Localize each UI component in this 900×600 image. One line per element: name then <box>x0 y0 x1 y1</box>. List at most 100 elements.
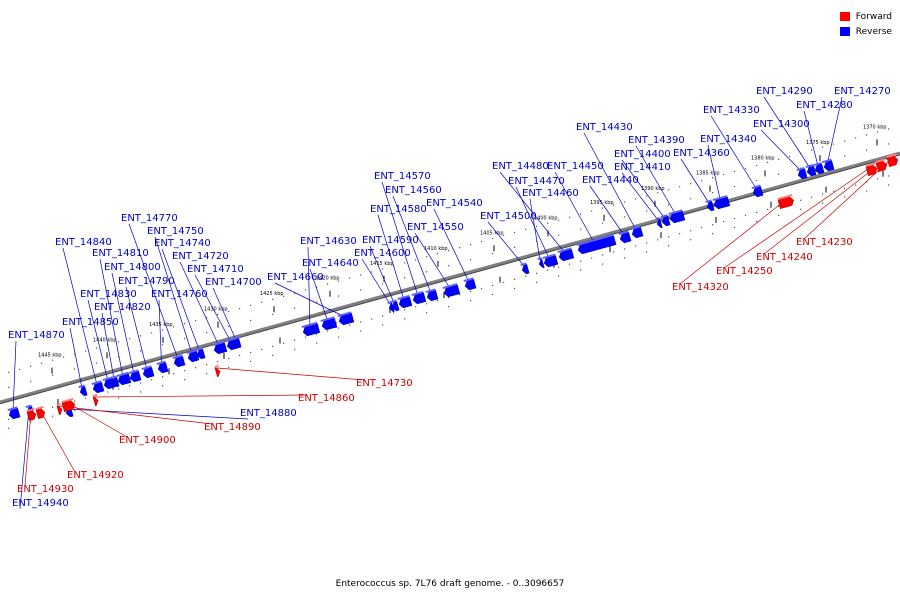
label-leader <box>99 258 124 378</box>
scale-tick-label: 1425 kbp <box>260 291 284 297</box>
gene-shade <box>337 311 352 317</box>
grid-dot <box>613 204 615 206</box>
grid-dot <box>745 167 747 170</box>
grid-dot <box>690 230 692 232</box>
gene-shade <box>886 153 897 158</box>
grid-dot <box>844 155 846 157</box>
gene-shade <box>214 365 219 368</box>
gene-glyph <box>110 375 120 388</box>
grid-dot <box>118 356 120 358</box>
scale-tick-label: 1420 kbp <box>316 276 340 282</box>
ent-14660-label: ENT_14660 <box>267 272 324 283</box>
gene-shade <box>212 340 225 346</box>
grid-dot <box>217 313 219 316</box>
grid-dot <box>228 366 230 369</box>
grid-dot <box>382 315 384 317</box>
grid-dot <box>184 323 186 325</box>
scale-tick-label: 1440 kbp <box>93 337 117 343</box>
ent-14920-label: ENT_14920 <box>67 470 124 481</box>
gene-shade <box>56 403 61 406</box>
grid-dot <box>294 292 296 294</box>
grid-dot <box>866 149 868 151</box>
label-leader <box>39 409 76 473</box>
grid-dot <box>492 252 494 255</box>
grid-dot <box>195 320 197 322</box>
grid-dot <box>305 336 307 338</box>
grid-dot <box>371 271 373 273</box>
gene-shade <box>751 184 761 189</box>
grid-dot <box>206 317 208 319</box>
grid-dot <box>404 318 406 320</box>
label-leader <box>24 411 32 487</box>
label-leader <box>392 195 432 294</box>
grid-dot <box>668 236 670 238</box>
grid-dot <box>8 386 10 388</box>
label-leader <box>827 96 843 164</box>
ent-14710-label: ENT_14710 <box>187 264 244 275</box>
genes-layer <box>7 153 899 421</box>
label-leader <box>621 172 659 221</box>
gene-shade <box>668 209 683 215</box>
grid-dot <box>360 274 362 276</box>
grid-dot <box>701 227 703 229</box>
ent-14230-gene <box>886 155 899 167</box>
genome-backbone <box>0 151 900 405</box>
grid-dot <box>888 128 890 130</box>
grid-dot <box>360 321 362 323</box>
grid-dot <box>96 362 98 364</box>
grid-dot <box>690 183 692 185</box>
gene-shade <box>78 384 85 388</box>
label-leader <box>58 405 213 425</box>
grid-dot <box>382 283 384 285</box>
label-leader <box>487 221 525 267</box>
grid-dot <box>239 307 241 310</box>
ent-14460-label: ENT_14460 <box>522 188 579 199</box>
grid-dot <box>239 354 241 357</box>
gene-glyph <box>26 407 37 421</box>
grid-dot <box>107 391 109 393</box>
gene-glyph <box>7 406 21 420</box>
grid-dot <box>85 397 87 399</box>
legend-forward-label: Forward <box>855 11 892 22</box>
grid-dot <box>272 313 274 315</box>
scale-tick-label: 1430 kbp <box>204 307 228 313</box>
grid-dot <box>426 312 428 314</box>
scale-tick-label: 1405 kbp <box>480 230 504 236</box>
scale-tick-label: 1375 kbp <box>806 140 830 146</box>
grid-dot <box>580 269 582 271</box>
ent-14600-gene <box>388 302 395 313</box>
grid-dot <box>327 330 329 332</box>
label-leader <box>589 185 625 236</box>
grid-dot <box>481 287 483 290</box>
gene-shade <box>186 349 197 354</box>
ent-14730-gene <box>214 367 221 377</box>
gene-shade <box>26 407 35 412</box>
grid-dot <box>767 161 769 163</box>
gene-glyph <box>668 209 686 224</box>
grid-dot <box>756 211 758 214</box>
gene-glyph <box>92 394 99 406</box>
grid-dot <box>800 199 802 201</box>
gene-glyph <box>712 195 731 210</box>
grid-dot <box>646 251 648 253</box>
grid-dot <box>866 181 868 183</box>
grid-dot <box>888 184 890 186</box>
label-leader <box>125 286 148 371</box>
scale-tick-label: 1410 kbp <box>424 246 448 252</box>
grid-dot <box>85 350 87 352</box>
gene-glyph <box>156 360 169 374</box>
gene-glyph <box>78 384 88 397</box>
ent-14810-label: ENT_14810 <box>92 248 149 259</box>
gene-glyph <box>141 365 155 379</box>
grid-dot <box>448 306 450 308</box>
grid-dot <box>635 198 637 200</box>
gene-shade <box>865 162 876 167</box>
ent-14500-gene <box>521 264 530 275</box>
ent-14410-label: ENT_14410 <box>614 162 671 173</box>
genome-caption: Enterococcus sp. 7L76 draft genome. - 0.… <box>335 579 565 589</box>
grid-dot <box>250 351 252 354</box>
label-leader <box>803 110 819 167</box>
grid-dot <box>833 190 835 192</box>
grid-dot <box>657 192 659 194</box>
